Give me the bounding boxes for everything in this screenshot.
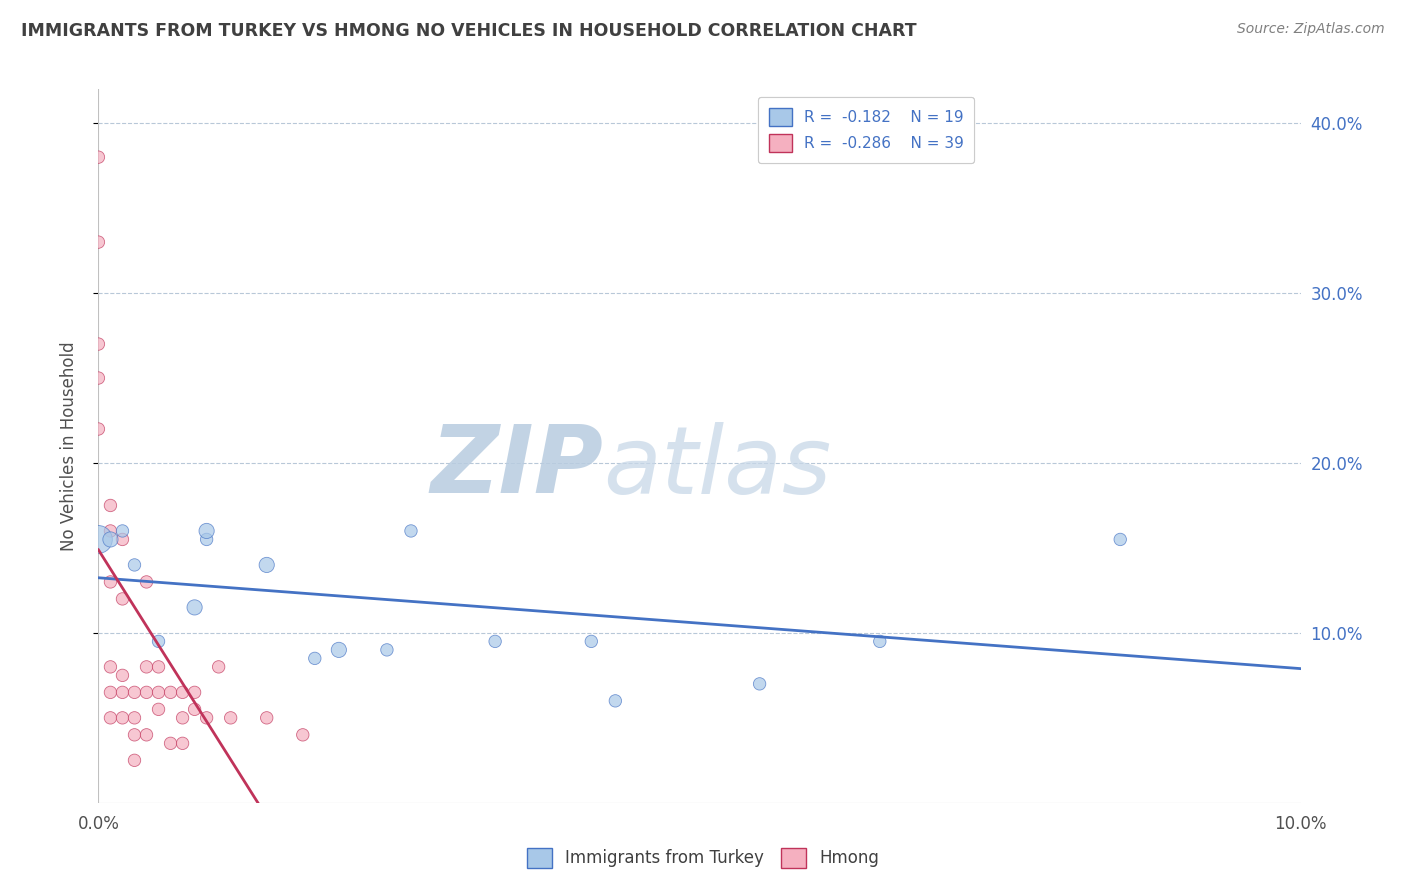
Point — [256, 558, 278, 572]
Point — [135, 660, 157, 674]
Point — [581, 634, 603, 648]
Point — [291, 728, 314, 742]
Point — [605, 694, 627, 708]
Point — [124, 711, 146, 725]
Point — [183, 600, 205, 615]
Point — [111, 591, 134, 606]
Point — [111, 533, 134, 547]
Y-axis label: No Vehicles in Household: No Vehicles in Household — [59, 341, 77, 551]
Point — [87, 337, 110, 351]
Text: ZIP: ZIP — [430, 421, 603, 514]
Point — [1109, 533, 1132, 547]
Point — [195, 711, 218, 725]
Point — [195, 533, 218, 547]
Point — [135, 574, 157, 589]
Point — [87, 422, 110, 436]
Point — [100, 524, 122, 538]
Point — [111, 685, 134, 699]
Point — [172, 685, 194, 699]
Point — [111, 524, 134, 538]
Point — [87, 533, 110, 547]
Point — [256, 711, 278, 725]
Point — [195, 524, 218, 538]
Point — [100, 660, 122, 674]
Point — [100, 499, 122, 513]
Point — [172, 711, 194, 725]
Point — [148, 660, 170, 674]
Point — [172, 736, 194, 750]
Point — [375, 643, 398, 657]
Legend: Immigrants from Turkey, Hmong: Immigrants from Turkey, Hmong — [520, 841, 886, 875]
Point — [869, 634, 891, 648]
Point — [87, 371, 110, 385]
Point — [148, 634, 170, 648]
Point — [148, 702, 170, 716]
Point — [87, 150, 110, 164]
Point — [399, 524, 422, 538]
Point — [87, 235, 110, 249]
Point — [100, 711, 122, 725]
Point — [304, 651, 326, 665]
Point — [124, 728, 146, 742]
Point — [159, 685, 181, 699]
Text: IMMIGRANTS FROM TURKEY VS HMONG NO VEHICLES IN HOUSEHOLD CORRELATION CHART: IMMIGRANTS FROM TURKEY VS HMONG NO VEHIC… — [21, 22, 917, 40]
Point — [111, 711, 134, 725]
Point — [124, 685, 146, 699]
Point — [148, 685, 170, 699]
Point — [100, 685, 122, 699]
Point — [183, 685, 205, 699]
Point — [111, 668, 134, 682]
Point — [208, 660, 231, 674]
Point — [484, 634, 506, 648]
Point — [159, 736, 181, 750]
Point — [135, 685, 157, 699]
Text: atlas: atlas — [603, 422, 831, 513]
Point — [124, 753, 146, 767]
Point — [328, 643, 350, 657]
Point — [100, 574, 122, 589]
Point — [100, 533, 122, 547]
Point — [124, 558, 146, 572]
Point — [748, 677, 770, 691]
Text: Source: ZipAtlas.com: Source: ZipAtlas.com — [1237, 22, 1385, 37]
Point — [135, 728, 157, 742]
Point — [183, 702, 205, 716]
Legend: R =  -0.182    N = 19, R =  -0.286    N = 39: R = -0.182 N = 19, R = -0.286 N = 39 — [758, 97, 974, 163]
Point — [219, 711, 242, 725]
